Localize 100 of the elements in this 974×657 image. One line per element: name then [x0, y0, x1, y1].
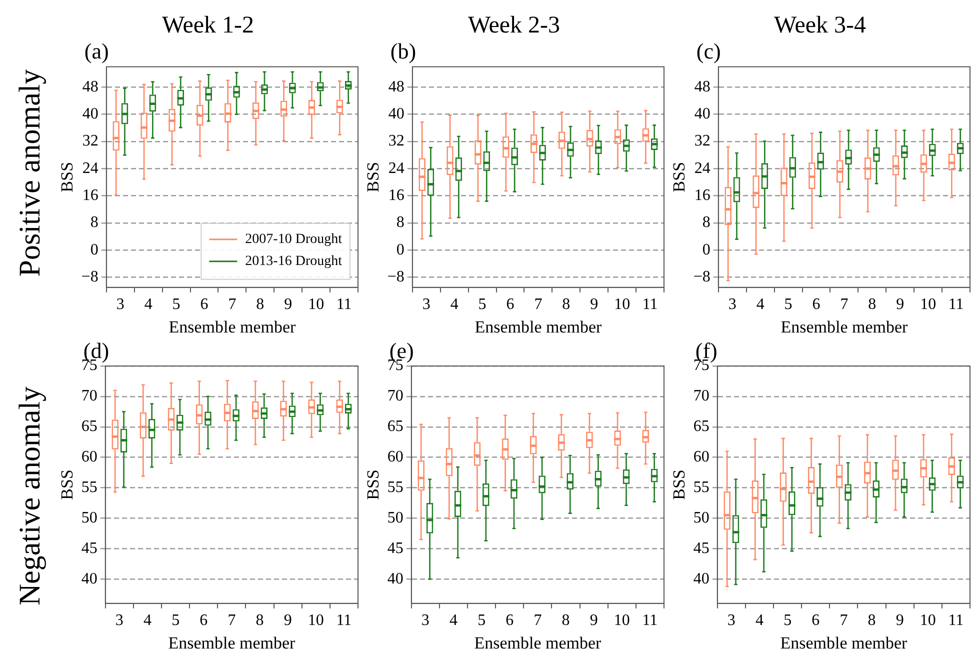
x-tick-label: 7 — [534, 612, 542, 630]
y-axis-title: BSS — [670, 162, 689, 192]
y-tick-label: 60 — [387, 448, 404, 466]
x-tick-label: 3 — [421, 612, 430, 630]
x-axis-title: Ensemble member — [168, 317, 296, 336]
y-axis-title: BSS — [364, 162, 383, 192]
x-tick-label: 7 — [840, 612, 848, 630]
y-tick-label: 40 — [388, 106, 404, 123]
x-tick-label: 6 — [506, 296, 514, 314]
y-tick-label: 55 — [387, 478, 404, 496]
y-tick-label: 32 — [82, 132, 98, 150]
y-tick-label: 40 — [693, 570, 710, 588]
x-tick-label: 4 — [450, 612, 458, 630]
y-tick-label: 45 — [693, 540, 710, 557]
y-tick-label: 0 — [702, 241, 710, 258]
x-tick-label: 4 — [144, 296, 152, 314]
y-tick-label: −8 — [387, 268, 404, 286]
y-tick-label: 24 — [694, 160, 710, 177]
x-tick-label: 4 — [450, 296, 458, 314]
x-tick-label: 11 — [336, 612, 352, 630]
y-tick-label: 55 — [693, 478, 710, 496]
x-tick-label: 6 — [812, 612, 820, 630]
y-tick-label: 50 — [693, 509, 710, 526]
x-tick-label: 9 — [284, 612, 292, 630]
y-tick-label: 40 — [387, 570, 404, 588]
text: (b) — [390, 38, 416, 64]
x-tick-label: 10 — [920, 296, 936, 314]
y-tick-label: 50 — [387, 509, 404, 526]
y-tick-label: 55 — [81, 478, 98, 496]
y-tick-label: 70 — [81, 388, 98, 405]
x-tick-label: 8 — [256, 612, 264, 630]
x-tick-label: 6 — [812, 296, 820, 314]
y-tick-label: 60 — [81, 448, 98, 466]
x-tick-label: 5 — [478, 296, 486, 314]
y-tick-label: 32 — [388, 132, 404, 150]
y-tick-label: 65 — [693, 418, 710, 436]
x-axis-title: Ensemble member — [474, 633, 602, 652]
x-axis-title: Ensemble member — [780, 633, 908, 652]
x-tick-label: 3 — [115, 612, 124, 630]
x-tick-label: 9 — [896, 296, 904, 314]
y-tick-label: 16 — [388, 186, 404, 204]
y-tick-label: 70 — [387, 388, 404, 405]
x-tick-label: 6 — [506, 612, 514, 630]
x-tick-label: 11 — [642, 296, 658, 314]
x-tick-label: 7 — [228, 612, 236, 630]
x-tick-label: 10 — [920, 612, 936, 630]
x-tick-label: 11 — [642, 612, 658, 630]
y-tick-label: 40 — [694, 106, 710, 123]
y-tick-label: −8 — [693, 268, 710, 286]
y-axis-title: BSS — [364, 470, 383, 500]
x-tick-label: 10 — [308, 296, 324, 314]
y-tick-label: 8 — [702, 214, 710, 232]
x-tick-label: 3 — [728, 296, 736, 314]
x-tick-label: 11 — [948, 612, 964, 630]
x-tick-label: 5 — [784, 296, 792, 314]
x-tick-label: 3 — [727, 612, 736, 630]
x-tick-label: 5 — [172, 612, 180, 630]
legend-label: 2013-16 Drought — [245, 254, 342, 270]
y-axis-title: BSS — [58, 470, 77, 500]
x-tick-label: 11 — [948, 296, 964, 314]
text: (c) — [696, 38, 721, 64]
x-tick-label: 5 — [784, 612, 792, 630]
x-tick-label: 8 — [562, 296, 570, 314]
y-tick-label: 45 — [387, 540, 404, 557]
y-tick-label: 70 — [693, 388, 710, 405]
y-tick-label: 24 — [388, 160, 404, 177]
x-tick-label: 8 — [868, 296, 876, 314]
x-tick-label: 9 — [284, 296, 292, 314]
y-tick-label: −8 — [81, 268, 98, 286]
legend-label: 2007-10 Drought — [245, 232, 342, 248]
x-axis-title: Ensemble member — [474, 317, 602, 336]
x-tick-label: 4 — [756, 612, 764, 630]
x-tick-label: 6 — [200, 612, 208, 630]
x-tick-label: 9 — [590, 612, 598, 630]
x-tick-label: 8 — [868, 612, 876, 630]
x-tick-label: 5 — [172, 296, 180, 314]
chart-title: Week 1-2 — [162, 12, 254, 39]
chart-title: Week 3-4 — [774, 12, 866, 39]
x-tick-label: 8 — [256, 296, 264, 314]
y-tick-label: 8 — [396, 214, 404, 232]
x-tick-label: 11 — [336, 296, 352, 314]
text: (a) — [84, 38, 109, 64]
y-axis-title: BSS — [670, 470, 689, 500]
y-tick-label: 45 — [81, 540, 98, 557]
y-tick-label: 40 — [81, 570, 98, 588]
y-tick-label: 16 — [82, 186, 98, 204]
x-tick-label: 10 — [308, 612, 324, 630]
x-tick-label: 9 — [590, 296, 598, 314]
x-tick-label: 8 — [562, 612, 570, 630]
text: Negative anomaly — [14, 386, 48, 606]
y-tick-label: 0 — [90, 241, 98, 258]
x-tick-label: 7 — [840, 296, 848, 314]
y-tick-label: 24 — [82, 160, 98, 177]
y-axis-title: BSS — [58, 162, 77, 192]
x-tick-label: 7 — [228, 296, 236, 314]
y-tick-label: 65 — [387, 418, 404, 436]
x-tick-label: 5 — [478, 612, 486, 630]
x-tick-label: 3 — [116, 296, 124, 314]
y-tick-label: 16 — [694, 186, 710, 204]
x-tick-label: 4 — [144, 612, 152, 630]
